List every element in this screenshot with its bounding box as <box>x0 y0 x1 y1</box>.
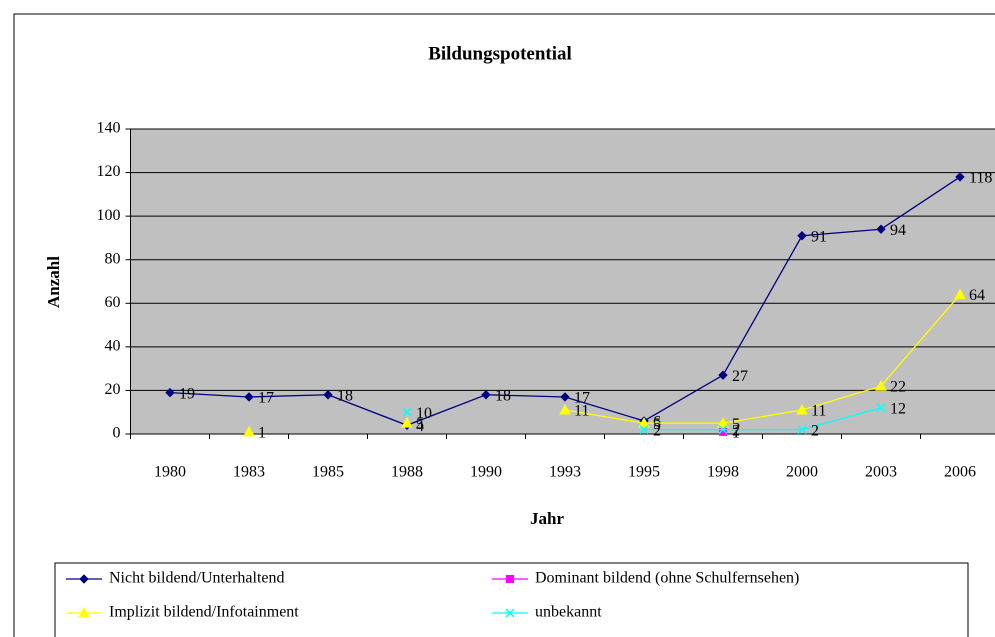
x-tick-label: 2006 <box>944 464 976 481</box>
marker <box>796 404 808 415</box>
x-tick-label: 1985 <box>312 464 344 481</box>
x-tick-label: 1988 <box>391 464 423 481</box>
marker <box>718 425 728 435</box>
data-label: 17 <box>258 390 274 407</box>
marker <box>797 425 807 435</box>
x-tick-label: 1998 <box>707 464 739 481</box>
marker <box>718 370 728 380</box>
marker <box>243 425 255 437</box>
marker <box>797 231 807 241</box>
marker <box>876 224 886 234</box>
marker <box>506 575 514 583</box>
y-tick-label: 120 <box>97 163 121 180</box>
x-tick-label: 2000 <box>786 464 818 481</box>
data-label: 10 <box>416 405 432 422</box>
y-tick-label: 0 <box>113 425 121 442</box>
data-label: 94 <box>890 222 906 239</box>
x-tick-label: 2003 <box>865 464 897 481</box>
y-axis-label: Anzahl <box>44 256 63 308</box>
legend-label: Implizit bildend/Infotainment <box>109 604 299 621</box>
marker <box>955 172 965 182</box>
data-label: 22 <box>890 379 906 396</box>
plot-area <box>130 128 995 435</box>
marker <box>165 387 175 398</box>
marker <box>401 417 413 428</box>
data-label: 18 <box>495 387 511 404</box>
series-line <box>564 294 961 424</box>
legend-label: Nicht bildend/Unterhaltend <box>109 570 285 587</box>
marker <box>954 288 966 300</box>
x-tick-label: 1990 <box>470 464 502 481</box>
data-label: 91 <box>811 228 827 245</box>
data-label: 1 <box>732 424 740 441</box>
marker <box>78 606 90 618</box>
data-label: 18 <box>337 387 353 404</box>
marker <box>559 404 571 415</box>
data-label: 1 <box>258 424 266 441</box>
y-tick-label: 80 <box>105 250 121 267</box>
data-label: 5 <box>653 416 661 433</box>
data-label: 19 <box>179 385 195 402</box>
legend-label: Dominant bildend (ohne Schulfernsehen) <box>535 570 799 587</box>
data-label: 4 <box>416 418 424 435</box>
data-label: 5 <box>416 416 424 433</box>
data-label: 2 <box>811 422 819 439</box>
y-tick-label: 100 <box>97 207 121 224</box>
marker <box>79 574 89 584</box>
data-label: 27 <box>732 368 748 385</box>
x-tick-label: 1995 <box>628 464 660 481</box>
marker <box>875 380 887 391</box>
x-axis-label: Jahr <box>530 509 564 528</box>
marker <box>638 417 650 428</box>
marker <box>402 407 412 417</box>
data-label: 64 <box>969 287 985 304</box>
data-label: 12 <box>890 401 906 418</box>
data-label: 11 <box>574 403 589 420</box>
y-tick-label: 40 <box>105 338 121 355</box>
marker <box>244 392 254 402</box>
marker <box>481 390 491 400</box>
y-tick-label: 20 <box>105 381 121 398</box>
marker <box>505 608 515 618</box>
data-label: 11 <box>811 403 826 420</box>
series-line <box>644 407 882 431</box>
x-tick-label: 1980 <box>154 464 186 481</box>
marker <box>717 417 729 428</box>
marker <box>639 425 649 435</box>
y-tick-label: 60 <box>105 294 121 311</box>
x-tick-label: 1983 <box>233 464 265 481</box>
data-label: 2 <box>732 422 740 439</box>
marker <box>560 392 570 402</box>
data-label: 6 <box>653 414 661 431</box>
marker <box>876 403 886 413</box>
legend-label: unbekannt <box>535 604 602 621</box>
x-tick-label: 1993 <box>549 464 581 481</box>
data-label: 2 <box>653 422 661 439</box>
data-label: 118 <box>969 170 992 187</box>
chart-title: Bildungspotential <box>428 43 572 64</box>
y-tick-label: 140 <box>97 120 121 137</box>
data-label: 17 <box>574 390 590 407</box>
data-label: 5 <box>732 416 740 433</box>
marker <box>323 390 333 400</box>
